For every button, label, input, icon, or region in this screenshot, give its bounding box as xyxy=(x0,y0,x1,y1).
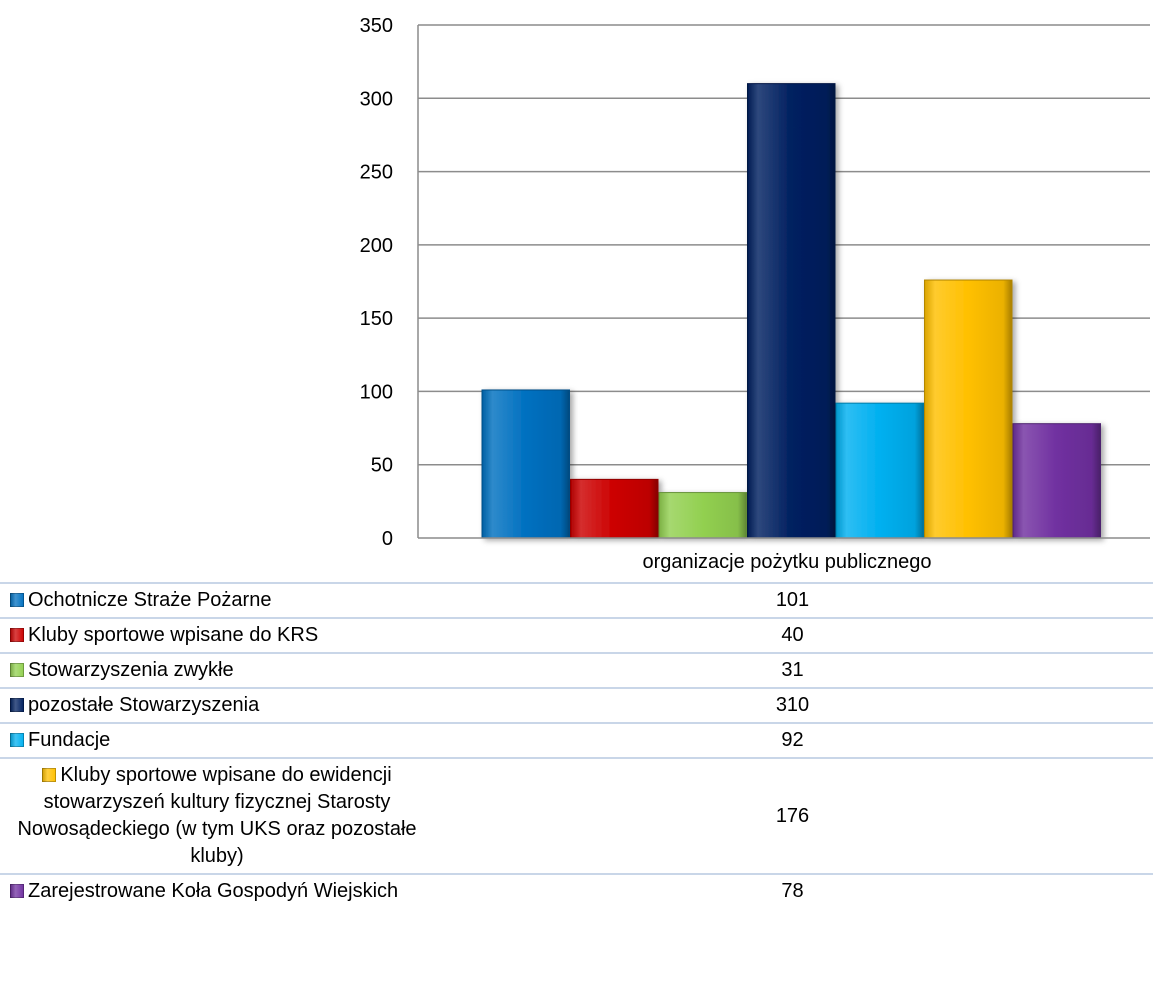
legend-entry: Fundacje xyxy=(0,722,432,758)
data-value: 78 xyxy=(432,873,1153,908)
bar xyxy=(658,492,747,539)
legend-entry: Zarejestrowane Koła Gospodyń Wiejskich xyxy=(0,873,432,908)
data-table: Ochotnicze Straże Pożarne 101 Kluby sporto… xyxy=(0,582,1153,908)
legend-entry: Kluby sportowe wpisane do KRS xyxy=(0,617,432,653)
y-tick-label: 250 xyxy=(360,162,393,184)
legend-entry: Stowarzyszenia zwykłe xyxy=(0,652,432,688)
bar xyxy=(835,402,924,539)
data-value: 310 xyxy=(432,687,1153,723)
table-row: pozostałe Stowarzyszenia 310 xyxy=(0,687,1153,723)
y-tick-label: 300 xyxy=(360,88,393,110)
series-name: Kluby sportowe wpisane do ewidencji stow… xyxy=(17,764,417,867)
bar xyxy=(1012,423,1101,539)
table-row: Fundacje 92 xyxy=(0,722,1153,758)
series-name: Kluby sportowe wpisane do KRS xyxy=(28,624,319,646)
series-name: Fundacje xyxy=(28,729,111,751)
series-name: pozostałe Stowarzyszenia xyxy=(28,694,260,716)
table-row: Zarejestrowane Koła Gospodyń Wiejskich 78 xyxy=(0,873,1153,908)
series-name: Stowarzyszenia zwykłe xyxy=(28,659,234,681)
data-value: 92 xyxy=(432,722,1153,758)
axes: 0 50 100 150 200 250 300 350 organizacje pożytku… xyxy=(360,15,1150,573)
y-tick-label: 50 xyxy=(371,455,393,477)
table-row: Ochotnicze Straże Pożarne 101 xyxy=(0,582,1153,618)
legend-entry: pozostałe Stowarzyszenia xyxy=(0,687,432,723)
table-row: Stowarzyszenia zwykłe 31 xyxy=(0,652,1153,688)
legend-entry: Kluby sportowe wpisane do ewidencji stow… xyxy=(0,757,432,874)
legend-swatch xyxy=(10,884,24,898)
series-name: Ochotnicze Straże Pożarne xyxy=(28,589,272,611)
data-value: 101 xyxy=(432,582,1153,618)
legend-swatch xyxy=(10,593,24,607)
series-name: Zarejestrowane Koła Gospodyń Wiejskich xyxy=(28,880,399,902)
data-value: 40 xyxy=(432,617,1153,653)
data-value: 176 xyxy=(432,757,1153,874)
bar-chart: 0 50 100 150 200 250 300 350 organizacje pożytku… xyxy=(360,15,1150,573)
y-tick-label: 0 xyxy=(382,528,393,550)
legend-swatch xyxy=(10,698,24,712)
data-value: 31 xyxy=(432,652,1153,688)
legend-swatch xyxy=(10,663,24,677)
y-tick-label: 100 xyxy=(360,381,393,403)
legend-swatch xyxy=(10,628,24,642)
bar xyxy=(570,478,659,539)
legend-swatch xyxy=(10,733,24,747)
x-category-label: organizacje pożytku publicznego xyxy=(642,551,931,573)
y-tick-label: 150 xyxy=(360,308,393,330)
legend-entry: Ochotnicze Straże Pożarne xyxy=(0,582,432,618)
bar xyxy=(924,279,1013,539)
legend-swatch xyxy=(42,768,57,782)
table-row: Kluby sportowe wpisane do ewidencji stow… xyxy=(0,757,1153,874)
bar xyxy=(481,389,570,539)
table-row: Kluby sportowe wpisane do KRS 40 xyxy=(0,617,1153,653)
bars xyxy=(481,83,1101,539)
y-tick-label: 350 xyxy=(360,15,393,37)
bar xyxy=(747,83,836,539)
y-tick-label: 200 xyxy=(360,235,393,257)
